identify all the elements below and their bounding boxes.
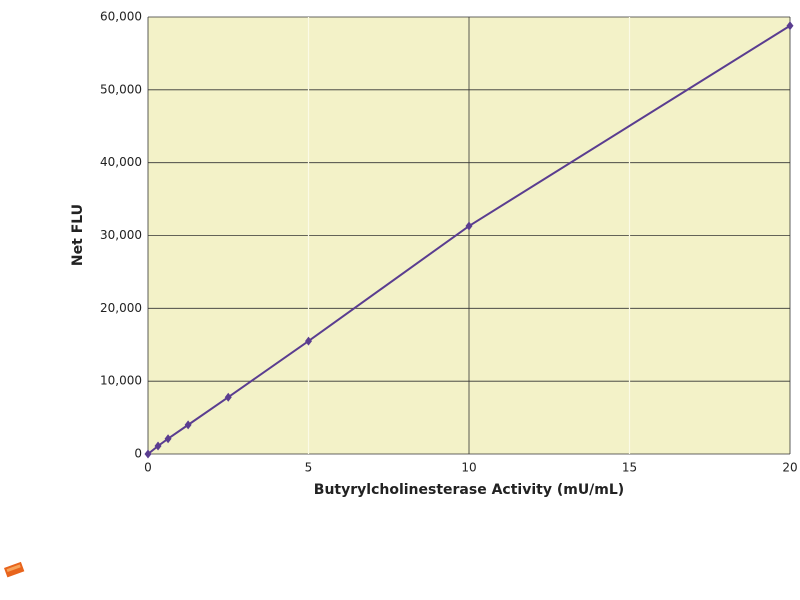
y-tick-label: 50,000 <box>100 82 142 96</box>
x-tick-label: 10 <box>461 461 476 475</box>
data-point <box>164 434 172 444</box>
y-axis-title: Net FLU <box>70 204 86 266</box>
data-point <box>224 392 232 402</box>
y-tick-label: 20,000 <box>100 301 142 315</box>
x-tick-label: 5 <box>305 461 313 475</box>
x-tick-label: 15 <box>622 461 637 475</box>
data-point <box>154 441 162 451</box>
data-point <box>144 449 152 459</box>
data-point <box>305 336 312 346</box>
data-point <box>184 420 192 430</box>
x-tick-label: 20 <box>782 461 797 475</box>
y-tick-label: 40,000 <box>100 155 142 169</box>
x-axis-title: Butyrylcholinesterase Activity (mU/mL) <box>314 482 624 498</box>
data-point <box>786 21 794 31</box>
y-tick-label: 30,000 <box>100 228 142 242</box>
logo-icon <box>4 561 25 578</box>
x-tick-label: 0 <box>144 461 152 475</box>
y-tick-label: 10,000 <box>100 374 142 388</box>
y-tick-label: 0 <box>134 447 142 461</box>
y-tick-label: 60,000 <box>100 10 142 24</box>
data-point <box>465 221 473 231</box>
